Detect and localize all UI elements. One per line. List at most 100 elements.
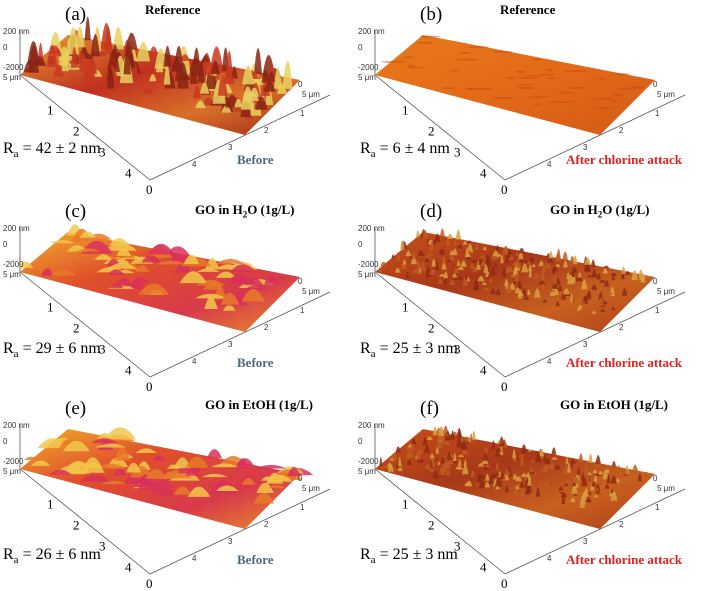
z-axis-mid-label: 0 bbox=[3, 437, 8, 446]
x-axis-tick: 3 bbox=[583, 340, 588, 349]
z-axis-top-label: 200 nm bbox=[3, 224, 30, 233]
x-axis-tick: 1 bbox=[655, 109, 660, 118]
y-axis-end-label: 5 μm bbox=[358, 73, 376, 82]
roughness-value: Ra = 26 ± 6 nm bbox=[3, 546, 101, 567]
x-axis-tick: 2 bbox=[264, 126, 269, 135]
surface-texture bbox=[23, 16, 293, 119]
z-axis-bottom-label: -2000 bbox=[3, 63, 24, 72]
y-axis-tick: 2 bbox=[73, 321, 80, 336]
condition-label: After chlorine attack bbox=[566, 355, 683, 370]
x-axis-tick: 4 bbox=[547, 357, 552, 366]
x-axis-tick: 2 bbox=[619, 323, 624, 332]
surface-texture bbox=[380, 35, 645, 110]
afm-panel-c: 200 nm 0 -2000 5 μm 0 1 2 3 4 0 1 2 3 4 5 μm (c) GO in H… bbox=[0, 197, 355, 394]
afm-panel-d: 200 nm 0 -2000 5 μm 0 1 2 3 4 0 1 2 3 4 5 μm (d) GO in H… bbox=[355, 197, 710, 394]
roughness-value: Ra = 6 ± 4 nm bbox=[360, 140, 450, 161]
y-axis-tick: 3 bbox=[454, 342, 461, 357]
panel-title: GO in EtOH (1g/L) bbox=[205, 397, 313, 412]
z-axis-mid-label: 0 bbox=[3, 240, 8, 249]
z-axis-top-label: 200 nm bbox=[358, 27, 385, 36]
condition-label: After chlorine attack bbox=[566, 152, 683, 167]
y-axis-end-label: 5 μm bbox=[3, 270, 21, 279]
axis-frame bbox=[19, 424, 331, 575]
y-axis-tick: 1 bbox=[402, 300, 409, 315]
x-axis-tick: 3 bbox=[228, 143, 233, 152]
x-axis-tick: 4 bbox=[192, 554, 197, 563]
z-axis-bottom-label: -2000 bbox=[358, 260, 379, 269]
x-axis-tick: 3 bbox=[583, 537, 588, 546]
panel-label: (c) bbox=[65, 201, 87, 222]
panel-title: GO in EtOH (1g/L) bbox=[560, 397, 668, 412]
y-axis-tick: 0 bbox=[501, 379, 508, 394]
surface-texture bbox=[23, 427, 314, 504]
x-axis-tick: 1 bbox=[655, 306, 660, 315]
roughness-value: Ra = 25 ± 3 nm bbox=[360, 340, 458, 361]
y-axis-end-label: 5 μm bbox=[3, 467, 21, 476]
x-axis-end-label: 5 μm bbox=[302, 484, 320, 493]
x-axis-tick: 0 bbox=[298, 277, 303, 286]
y-axis-tick: 4 bbox=[480, 363, 487, 378]
x-axis-end-label: 5 μm bbox=[302, 287, 320, 296]
roughness-value: Ra = 29 ± 6 nm bbox=[3, 340, 101, 361]
z-axis-mid-label: 0 bbox=[3, 43, 8, 52]
y-axis-tick: 0 bbox=[146, 182, 153, 197]
y-axis-tick: 0 bbox=[501, 182, 508, 197]
y-axis-tick: 0 bbox=[501, 576, 508, 591]
x-axis-tick: 3 bbox=[228, 537, 233, 546]
axis-frame bbox=[374, 424, 686, 575]
y-axis-tick: 1 bbox=[47, 300, 54, 315]
x-axis-end-label: 5 μm bbox=[657, 90, 675, 99]
x-axis-tick: 0 bbox=[298, 474, 303, 483]
y-axis-end-label: 5 μm bbox=[3, 73, 21, 82]
x-axis-tick: 2 bbox=[264, 323, 269, 332]
x-axis-tick: 4 bbox=[547, 160, 552, 169]
y-axis-tick: 3 bbox=[99, 539, 106, 554]
y-axis-tick: 3 bbox=[99, 342, 106, 357]
panel-label: (a) bbox=[65, 4, 87, 25]
panel-title: Reference bbox=[145, 2, 201, 17]
roughness-value: Ra = 42 ± 2 nm bbox=[3, 140, 101, 161]
condition-label: Before bbox=[237, 552, 274, 567]
x-axis-end-label: 5 μm bbox=[302, 90, 320, 99]
axis-frame bbox=[19, 30, 331, 181]
y-axis-tick: 4 bbox=[125, 166, 132, 181]
x-axis-tick: 1 bbox=[655, 503, 660, 512]
afm-panel-a: 200 nm 0 -2000 5 μm 0 1 2 3 4 0 1 2 3 4 5 μm (a) Referen… bbox=[0, 0, 355, 197]
y-axis-tick: 2 bbox=[428, 518, 435, 533]
z-axis-mid-label: 0 bbox=[358, 43, 363, 52]
y-axis-tick: 4 bbox=[480, 166, 487, 181]
x-axis-tick: 1 bbox=[300, 503, 305, 512]
y-axis-tick: 3 bbox=[99, 145, 106, 160]
condition-label: Before bbox=[237, 355, 274, 370]
x-axis-tick: 0 bbox=[298, 80, 303, 89]
z-axis-top-label: 200 nm bbox=[3, 27, 30, 36]
y-axis-tick: 0 bbox=[146, 379, 153, 394]
z-axis-bottom-label: -2000 bbox=[358, 457, 379, 466]
x-axis-tick: 1 bbox=[300, 306, 305, 315]
y-axis-tick: 1 bbox=[47, 497, 54, 512]
y-axis-tick: 1 bbox=[47, 103, 54, 118]
y-axis-tick: 4 bbox=[125, 363, 132, 378]
panel-label: (b) bbox=[420, 4, 443, 25]
z-axis-bottom-label: -2000 bbox=[358, 63, 379, 72]
y-axis-tick: 0 bbox=[146, 576, 153, 591]
y-axis-tick: 1 bbox=[402, 497, 409, 512]
y-axis-tick: 2 bbox=[428, 124, 435, 139]
x-axis-tick: 3 bbox=[583, 143, 588, 152]
y-axis-end-label: 5 μm bbox=[358, 270, 376, 279]
panel-title: Reference bbox=[500, 2, 556, 17]
afm-panel-b: 200 nm 0 -2000 5 μm 0 1 2 3 4 0 1 2 3 4 5 μm (b) Referen… bbox=[355, 0, 710, 197]
surface-texture bbox=[17, 224, 278, 311]
x-axis-tick: 2 bbox=[264, 520, 269, 529]
z-axis-top-label: 200 nm bbox=[3, 421, 30, 430]
surface-base bbox=[20, 429, 300, 529]
afm-panel-f: 200 nm 0 -2000 5 μm 0 1 2 3 4 0 1 2 3 4 5 μm (f) GO in E… bbox=[355, 394, 710, 591]
x-axis-tick: 4 bbox=[547, 554, 552, 563]
surface-texture bbox=[379, 425, 650, 510]
x-axis-tick: 0 bbox=[653, 277, 658, 286]
condition-label: Before bbox=[237, 152, 274, 167]
z-axis-top-label: 200 nm bbox=[358, 421, 385, 430]
